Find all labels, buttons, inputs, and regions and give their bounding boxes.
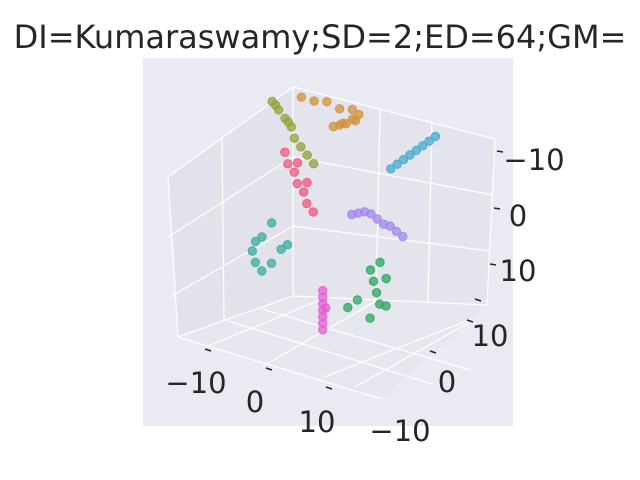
data-point (392, 159, 402, 169)
tick-marks (204, 150, 504, 390)
data-point (365, 265, 376, 275)
data-point (352, 295, 363, 305)
data-point (322, 97, 332, 107)
data-point (283, 159, 293, 169)
data-point (350, 116, 361, 126)
data-point (398, 154, 409, 165)
data-point (381, 301, 391, 311)
data-point (308, 207, 318, 217)
data-point (302, 198, 312, 209)
data-point (418, 141, 428, 151)
z-tick-label: 0 (509, 199, 527, 233)
data-point (296, 142, 306, 152)
data-point (302, 177, 312, 188)
grid-line (292, 225, 491, 252)
x-tick-label: −10 (165, 366, 226, 400)
data-point (270, 100, 281, 110)
data-point (250, 257, 261, 268)
data-point (247, 246, 258, 256)
x-tick-label: 0 (246, 385, 264, 419)
chart-title: DI=Kumaraswamy;SD=2;ED=64;GM= (13, 18, 627, 56)
data-point (343, 302, 353, 313)
data-point (276, 244, 286, 255)
tick-mark (474, 298, 482, 302)
grid-line (323, 318, 473, 378)
grid-line (292, 86, 496, 140)
z-tick-label: 10 (500, 254, 537, 288)
grid-line (261, 308, 471, 371)
data-point (385, 221, 395, 231)
grid-line (167, 156, 294, 238)
data-point (328, 121, 338, 132)
data-point (405, 150, 415, 160)
data-point (296, 92, 307, 102)
data-point (375, 257, 385, 267)
data-point (365, 313, 375, 323)
data-point (321, 303, 331, 313)
grid-line (427, 121, 433, 303)
grid-line (292, 156, 494, 196)
tick-mark (489, 263, 497, 266)
grid-line (177, 336, 383, 400)
grid-line (354, 322, 469, 388)
tick-mark (265, 367, 273, 371)
data-point (289, 167, 299, 177)
data-point (366, 209, 376, 219)
data-point (391, 226, 402, 237)
data-point (398, 231, 408, 242)
tick-mark (325, 386, 333, 390)
y-tick-label: −10 (369, 414, 430, 448)
x-tick-label: 10 (299, 405, 336, 439)
data-point (267, 218, 277, 228)
data-point (289, 133, 300, 144)
y-tick-label: 10 (472, 319, 509, 353)
data-point (266, 258, 277, 268)
data-point (308, 159, 319, 169)
data-point (309, 96, 319, 106)
tick-mark (204, 348, 212, 352)
tick-mark (466, 319, 474, 323)
data-point (299, 187, 309, 197)
grid-line (205, 297, 326, 348)
data-point (292, 178, 302, 189)
grid-line (167, 176, 179, 338)
grid-line (169, 225, 294, 298)
data-point (386, 164, 396, 174)
data-point (250, 236, 261, 247)
data-point (371, 288, 382, 298)
data-point (282, 240, 293, 250)
data-point (292, 158, 303, 168)
data-point (347, 104, 358, 115)
grid-line (227, 320, 433, 385)
data-point (372, 214, 382, 224)
grid-line (486, 138, 496, 306)
data-point (430, 131, 441, 142)
data-point (338, 118, 348, 129)
data-point (381, 273, 391, 284)
grid-line (375, 109, 381, 301)
grid-line (221, 137, 225, 322)
tick-mark (429, 350, 437, 354)
data-point (283, 117, 293, 127)
data-point (257, 232, 267, 242)
data-point (424, 136, 434, 146)
tick-mark (496, 150, 504, 153)
data-point (280, 147, 290, 158)
data-point (257, 266, 267, 276)
data-point (302, 150, 312, 160)
back-pane-right (293, 87, 495, 305)
data-point (368, 276, 379, 286)
floor-pane (178, 296, 487, 399)
z-tick-label: −10 (503, 143, 564, 177)
data-point (411, 145, 421, 156)
data-point (318, 325, 328, 335)
grid-line (177, 295, 294, 338)
tick-mark (493, 207, 501, 210)
scatter-points (247, 92, 441, 335)
grid-lines (167, 86, 496, 400)
data-point (334, 104, 345, 114)
y-tick-label: 0 (438, 365, 456, 399)
